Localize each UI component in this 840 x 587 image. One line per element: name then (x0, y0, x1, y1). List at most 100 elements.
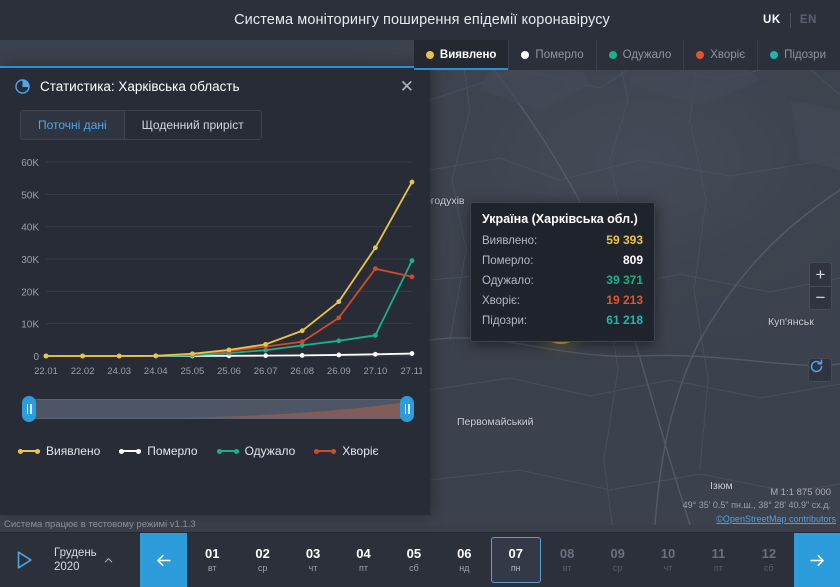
day-number: 03 (305, 546, 321, 561)
day-number: 06 (457, 546, 472, 561)
panel-segmented-tabs: Поточні дані Щоденний приріст (20, 110, 262, 140)
svg-text:24.03: 24.03 (107, 366, 131, 377)
timeline-day-12[interactable]: 12 сб (745, 537, 793, 583)
legend-item-active[interactable]: Хворіє (314, 444, 379, 458)
range-slider-track[interactable] (28, 399, 408, 419)
dot-recovered-icon (608, 51, 617, 59)
line-chart: 0 10K 20K 30K 40K 50K 60K 22.01 22.02 24.03 24.04 2… (21, 158, 422, 377)
timeline-day-08[interactable]: 08 вт (543, 537, 591, 583)
page-title: Система моніторингу поширення епідемії к… (234, 12, 610, 28)
day-number: 09 (610, 546, 625, 561)
arrow-right-icon (809, 554, 824, 566)
legend-item-recovered[interactable]: Одужало (216, 444, 296, 458)
day-number: 12 (761, 546, 777, 561)
range-slider[interactable] (22, 396, 414, 422)
range-slider-preview (169, 402, 407, 418)
day-weekday: вт (207, 563, 217, 573)
tooltip-value-active: 19 213 (606, 293, 643, 307)
day-number: 07 (508, 546, 523, 561)
prev-period-button[interactable] (140, 533, 187, 587)
lang-uk-button[interactable]: UK (763, 14, 781, 26)
dot-confirmed-icon (425, 51, 434, 59)
tab-confirmed-label: Виявлено (439, 49, 497, 61)
tooltip-row: Виявлено: 59 393 (482, 231, 643, 251)
range-end-handle[interactable] (400, 396, 414, 422)
dot-deaths-icon (521, 51, 530, 59)
svg-text:26.08: 26.08 (290, 366, 314, 377)
tab-daily-increase[interactable]: Щоденний приріст (123, 111, 261, 139)
tab-deaths-label: Померло (535, 49, 584, 61)
legend-label-deaths: Померло (147, 444, 198, 458)
map-tooltip: Україна (Харківська обл.) Виявлено: 59 3… (470, 202, 655, 342)
metric-tab-strip: Виявлено Померло Одужало Хворіє Підозри (413, 40, 840, 70)
tab-recovered[interactable]: Одужало (597, 40, 685, 70)
day-weekday: пн (510, 563, 521, 573)
timeline-day-06[interactable]: 06 нд (440, 537, 488, 583)
legend-item-confirmed[interactable]: Виявлено (18, 444, 100, 458)
day-weekday: чт (308, 563, 318, 573)
legend-label-confirmed: Виявлено (46, 444, 101, 458)
map-reset-button[interactable] (808, 358, 832, 382)
play-button[interactable] (0, 533, 48, 587)
zoom-in-button[interactable]: + (815, 264, 826, 284)
day-number: 11 (711, 546, 726, 561)
legend-swatch-active-icon (314, 446, 337, 456)
tooltip-key-deaths: Померло: (482, 255, 534, 267)
lang-divider (789, 12, 791, 28)
chevron-up-icon (104, 557, 112, 562)
timeline-day-04[interactable]: 04 пт (339, 537, 387, 583)
timeline-day-02[interactable]: 02 ср (238, 537, 286, 583)
tab-active[interactable]: Хворіє (684, 40, 759, 70)
legend-swatch-deaths-icon (119, 446, 142, 456)
day-weekday: нд (459, 563, 470, 573)
svg-text:22.01: 22.01 (34, 366, 58, 377)
handle-grip-line (26, 404, 28, 414)
close-icon[interactable]: ✕ (399, 76, 414, 96)
zoom-out-button[interactable]: − (810, 286, 831, 309)
timeline-day-11[interactable]: 11 пт (694, 537, 742, 583)
timeline-day-07[interactable]: 07 пн (490, 537, 541, 583)
next-period-button[interactable] (794, 533, 840, 587)
handle-grip-line (404, 404, 406, 414)
tab-suspected-label: Підозри (784, 49, 826, 61)
range-start-handle[interactable] (22, 396, 36, 422)
day-number: 05 (406, 546, 422, 561)
svg-text:24.04: 24.04 (144, 366, 168, 377)
map-coordinates-text: 49° 35' 0.5" пн.ш., 38° 28' 40.9" сх.д. (682, 500, 831, 510)
svg-text:50K: 50K (21, 190, 39, 201)
footer-note: Система працює в тестовому режимі v1.1.3 (4, 519, 196, 530)
lang-en-button[interactable]: EN (799, 14, 817, 26)
legend-swatch-confirmed-icon (18, 446, 40, 456)
chart-legend: Виявлено Померло Одужало Хворіє (0, 422, 430, 458)
month-label: Грудень (54, 547, 97, 559)
panel-tab-row: Поточні дані Щоденний приріст (0, 104, 430, 140)
tooltip-value-recovered: 39 371 (606, 273, 643, 287)
panel-header: Статистика: Харківська область ✕ (0, 66, 430, 104)
legend-label-recovered: Одужало (244, 444, 296, 458)
tab-current-data[interactable]: Поточні дані (21, 111, 124, 139)
tooltip-row: Підозри: 61 218 (482, 311, 643, 331)
timeline-day-03[interactable]: 03 чт (289, 537, 337, 583)
tab-confirmed[interactable]: Виявлено (413, 40, 510, 70)
timeline-bar: Грудень 2020 01 вт 02 ср 03 чт (0, 532, 840, 587)
day-number: 04 (356, 546, 371, 561)
month-selector[interactable]: Грудень 2020 (48, 533, 140, 587)
tooltip-value-suspected: 61 218 (606, 313, 643, 327)
legend-item-deaths[interactable]: Померло (119, 444, 198, 458)
timeline-day-09[interactable]: 09 ср (593, 537, 641, 583)
tooltip-key-recovered: Одужало: (482, 275, 534, 287)
play-icon (17, 551, 32, 569)
tab-deaths[interactable]: Померло (509, 40, 597, 70)
timeline-day-01[interactable]: 01 вт (188, 537, 236, 583)
tab-suspected[interactable]: Підозри (758, 40, 840, 70)
chart-container[interactable]: 0 10K 20K 30K 40K 50K 60K 22.01 22.02 24.03 24.04 2… (6, 152, 422, 384)
osm-attribution-link[interactable]: ©OpenStreetMap contributors (716, 514, 836, 524)
svg-text:30K: 30K (21, 255, 39, 266)
language-switcher: UK EN (754, 11, 840, 29)
tooltip-row: Одужало: 39 371 (482, 271, 643, 291)
map-zoom-controls: + − (809, 262, 832, 310)
timeline-day-10[interactable]: 10 чт (644, 537, 692, 583)
tooltip-key-active: Хворіє: (482, 295, 521, 307)
timeline-days: 01 вт 02 ср 03 чт 04 пт 05 сб 06 нд (187, 533, 794, 587)
timeline-day-05[interactable]: 05 сб (390, 537, 438, 583)
